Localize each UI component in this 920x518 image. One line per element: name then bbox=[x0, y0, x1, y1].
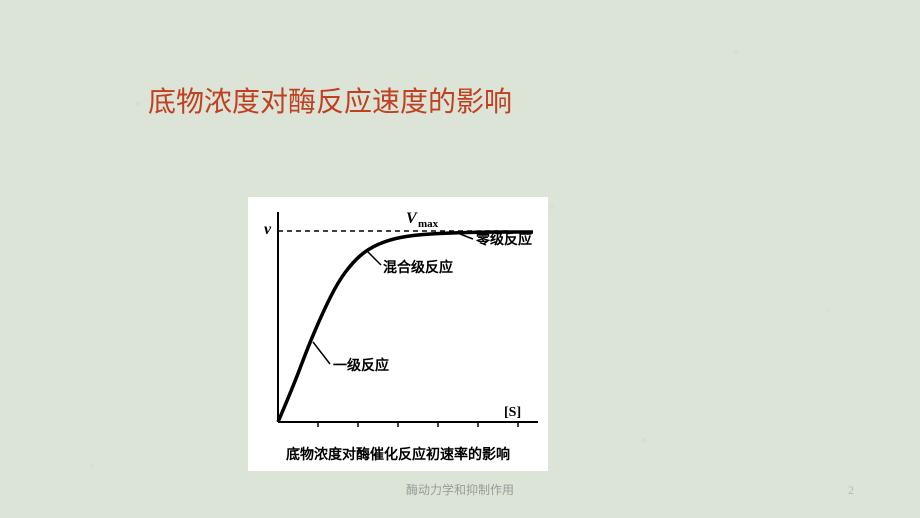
enzyme-kinetics-figure: v V max 零级反应混合级反应一级反应 [S] 底物浓度对酶催化反应初速率的… bbox=[248, 197, 548, 471]
segment-label-0: 零级反应 bbox=[475, 231, 532, 248]
segment-label-2: 一级反应 bbox=[333, 357, 389, 374]
x-axis-label: [S] bbox=[504, 405, 521, 420]
label-pointer bbox=[368, 252, 381, 265]
vmax-label-sub: max bbox=[418, 218, 439, 230]
y-axis-label: v bbox=[264, 221, 272, 238]
label-pointer bbox=[313, 342, 330, 364]
vmax-label: V bbox=[406, 210, 418, 227]
figure-svg: v V max 零级反应混合级反应一级反应 [S] 底物浓度对酶催化反应初速率的… bbox=[248, 197, 548, 471]
label-pointer bbox=[460, 234, 473, 239]
segment-label-1: 混合级反应 bbox=[383, 259, 453, 276]
slide-title: 底物浓度对酶反应速度的影响 bbox=[148, 80, 512, 120]
title-text: 底物浓度对酶反应速度的影响 bbox=[148, 87, 512, 118]
figure-caption: 底物浓度对酶催化反应初速率的影响 bbox=[286, 446, 510, 463]
footer-center: 酶动力学和抑制作用 bbox=[406, 481, 514, 498]
page-number: 2 bbox=[848, 483, 854, 498]
